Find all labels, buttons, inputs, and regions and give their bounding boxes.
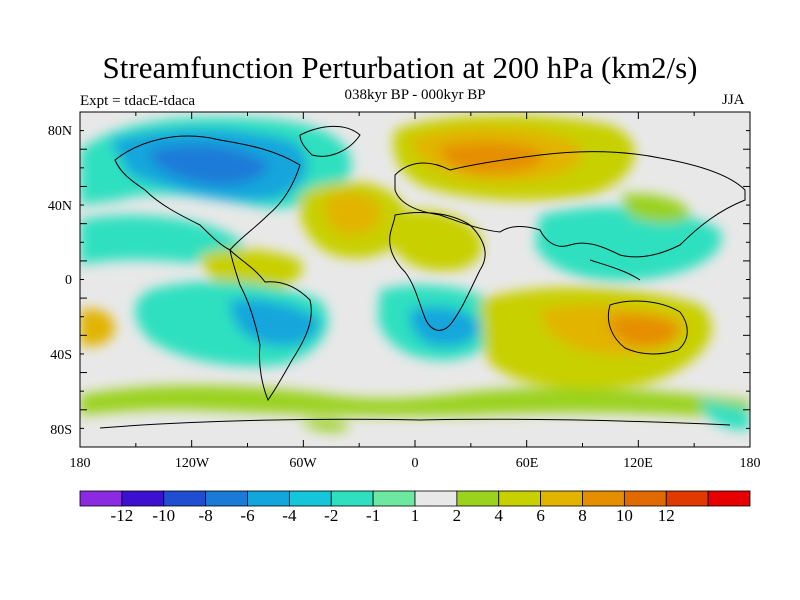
south-america-outline (229, 248, 312, 402)
lon-label-180w: 180 (69, 456, 91, 471)
colorbar-swatch (414, 490, 458, 507)
colorbar-label: 1 (410, 506, 420, 525)
lat-label-80n: 80N (47, 124, 72, 139)
contour-sh-pacific-core (230, 298, 320, 347)
experiment-label: Expt = tdacE-tdaca (80, 93, 196, 109)
contour-australia-core (609, 315, 680, 346)
contour-sh-atlantic-core (409, 306, 480, 347)
coastlines (99, 125, 746, 429)
colorbar-swatch (330, 490, 374, 507)
colorbar-label: -8 (198, 506, 213, 525)
contour-atlantic-core (324, 193, 381, 236)
lon-label-0: 0 (411, 456, 419, 471)
eurasia-outline (394, 151, 746, 258)
colorbar-label: -12 (110, 506, 134, 525)
contour-eurasia-core (440, 142, 545, 173)
antarctica-outline (99, 418, 731, 429)
colorbar (79, 490, 751, 507)
colorbar-swatch (540, 490, 583, 507)
contour-sh-subpolar-pos (80, 385, 750, 420)
contour-nh-core-neg (150, 145, 270, 185)
colorbar-swatch (205, 490, 248, 507)
colorbar-label: 2 (452, 506, 462, 525)
lon-label-120w: 120W (174, 456, 210, 471)
colorbar-swatch (582, 490, 625, 507)
colorbar-swatch (163, 490, 207, 507)
map-field (80, 112, 750, 447)
colorbar-swatch (707, 490, 751, 507)
colorbar-swatch (288, 490, 332, 507)
contour-east-asia-pos (620, 193, 690, 223)
colorbar-label: -1 (366, 506, 381, 525)
lat-label-80s: 80S (50, 423, 72, 438)
africa-outline (389, 211, 486, 331)
colorbar-label: -2 (324, 506, 339, 525)
colorbar-swatch (79, 490, 123, 507)
lat-label-40s: 40S (50, 348, 72, 363)
chart-subtitle: 038kyr BP - 000kyr BP (344, 87, 486, 103)
colorbar-swatch (623, 490, 667, 507)
lat-label-0: 0 (65, 273, 72, 288)
colorbar-swatch (247, 490, 290, 507)
colorbar-swatch (372, 490, 416, 507)
chart-title: Streamfunction Perturbation at 200 hPa (… (102, 50, 698, 85)
colorbar-label: -10 (152, 506, 176, 525)
colorbar-label: 4 (494, 506, 504, 525)
colorbar-swatch (498, 490, 542, 507)
colorbar-swatch (456, 490, 500, 507)
lat-label-40n: 40N (47, 199, 72, 214)
contour-se-pacific-neg (700, 400, 750, 430)
colorbar-swatch (665, 490, 709, 507)
colorbar-swatch (121, 490, 165, 507)
colorbar-label: 6 (536, 506, 545, 525)
north-america-outline (114, 135, 301, 251)
colorbar-label: -6 (240, 506, 255, 525)
lon-label-60e: 60E (515, 456, 539, 471)
contour-asia-neg (535, 206, 722, 281)
map-ticks (79, 111, 751, 448)
greenland-outline (299, 125, 361, 157)
colorbar-label: 8 (578, 506, 587, 525)
colorbar-label: 12 (657, 506, 675, 525)
contour-antarctic-pos (300, 420, 350, 432)
colorbar-label: 10 (615, 506, 633, 525)
season-label: JJA (722, 92, 745, 108)
contour-c-america-pos (200, 248, 303, 292)
indonesia-outline (589, 259, 641, 281)
lon-label-120e: 120E (623, 456, 653, 471)
contour-africa-pos (385, 210, 483, 271)
australia-outline (607, 300, 688, 355)
lon-label-180e: 180 (739, 456, 761, 471)
colorbar-label: -4 (282, 506, 297, 525)
contour-w-pacific-pos (80, 308, 115, 347)
contour-eq-pacific-neg (80, 215, 242, 265)
lon-label-60w: 60W (289, 456, 317, 471)
